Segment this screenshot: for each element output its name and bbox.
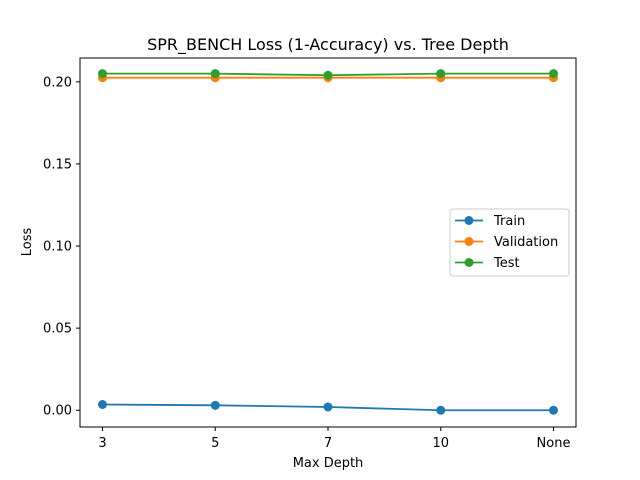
data-point-test (549, 69, 558, 79)
chart-title: SPR_BENCH Loss (1-Accuracy) vs. Tree Dep… (147, 35, 509, 55)
legend-label-validation: Validation (494, 235, 558, 250)
data-point-test (323, 70, 333, 80)
data-point-train (436, 405, 446, 415)
data-point-test (436, 69, 446, 79)
data-point-train (549, 405, 558, 415)
legend-label-train: Train (493, 214, 525, 229)
legend-marker-train (464, 216, 474, 225)
data-point-test (98, 69, 107, 79)
legend-marker-test (464, 258, 474, 267)
y-axis-label: Loss (20, 228, 35, 257)
data-point-train (210, 400, 220, 410)
x-tick-label: 3 (98, 436, 106, 451)
data-point-test (210, 69, 220, 79)
x-tick-label: 10 (432, 436, 449, 451)
y-axis: 0.00 0.05 0.10 0.15 0.20 (43, 75, 80, 419)
y-tick-label: 0.00 (43, 404, 72, 419)
y-tick-label: 0.10 (43, 240, 72, 255)
y-tick-label: 0.05 (43, 322, 72, 337)
x-axis: 3 5 7 10 None (98, 427, 570, 451)
legend: Train Validation Test (449, 208, 570, 277)
x-tick-label: None (537, 436, 571, 451)
x-tick-label: 7 (324, 436, 332, 451)
y-tick-label: 0.15 (43, 157, 72, 172)
series-layer (98, 69, 558, 415)
data-point-train (98, 400, 107, 410)
legend-box (449, 208, 570, 277)
data-point-train (323, 402, 333, 412)
y-tick-label: 0.20 (43, 75, 72, 90)
legend-label-test: Test (493, 256, 520, 271)
legend-marker-validation (464, 237, 474, 246)
x-tick-label: 5 (211, 436, 219, 451)
x-axis-label: Max Depth (293, 456, 364, 471)
